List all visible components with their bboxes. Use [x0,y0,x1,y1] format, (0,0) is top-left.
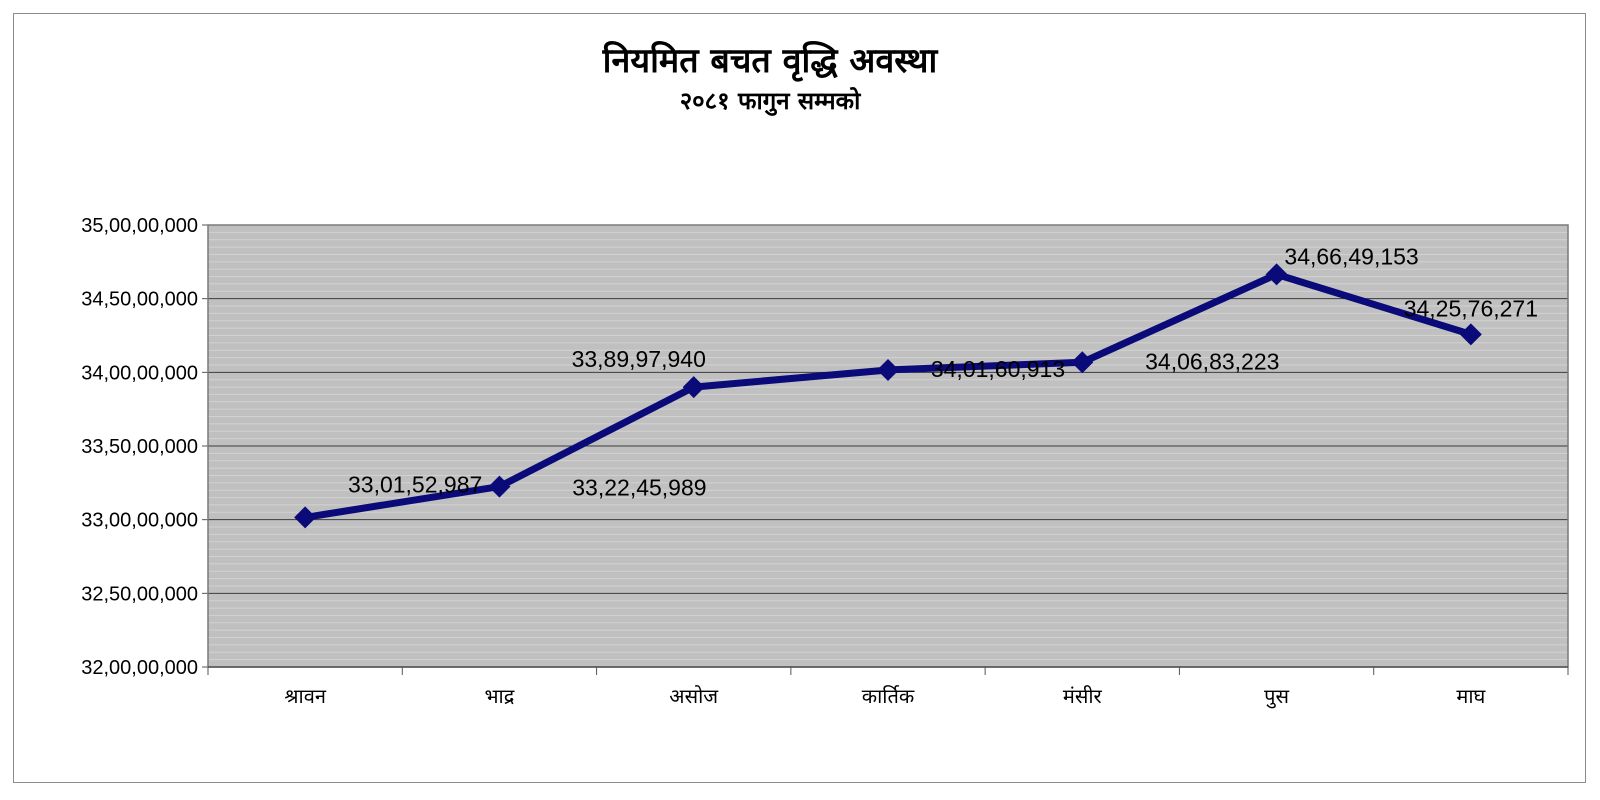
x-tick-label: श्रावन [284,684,326,708]
y-tick-label: 32,50,00,000 [81,583,198,605]
chart-subtitle: २०८१ फागुन सम्मको [679,87,861,115]
data-point-marker [488,475,511,498]
x-tick-label: पुस [1264,684,1289,709]
x-tick-label: भाद्र [484,684,514,708]
data-point-marker [877,358,899,381]
data-label: 34,06,83,223 [1145,348,1279,374]
y-tick-label: 34,00,00,000 [81,362,198,384]
data-label: 33,22,45,989 [572,475,706,501]
y-tick-label: 34,50,00,000 [81,289,198,311]
y-tick-label: 32,00,00,000 [81,657,198,679]
x-tick-label: माघ [1456,684,1486,708]
data-point-marker [682,376,705,399]
x-tick-label: मंसीर [1063,684,1103,708]
y-tick-label: 33,50,00,000 [81,436,198,458]
y-tick-label: 33,00,00,000 [81,510,198,532]
data-label: 34,01,60,913 [931,356,1065,382]
data-label: 33,01,52,987 [348,471,482,497]
data-label: 33,89,97,940 [572,346,706,372]
data-point-marker [1459,323,1482,346]
data-point-marker [294,506,317,529]
x-tick-label: कार्तिक [862,684,915,708]
data-label: 34,66,49,153 [1284,243,1418,269]
data-point-marker [1265,263,1288,286]
data-label: 34,25,76,271 [1404,295,1538,321]
x-tick-label: असोज [669,684,719,708]
chart-title: नियमित बचत वृद्धि अवस्था [602,41,938,81]
data-point-marker [1071,351,1094,374]
y-tick-label: 35,00,00,000 [81,215,198,237]
